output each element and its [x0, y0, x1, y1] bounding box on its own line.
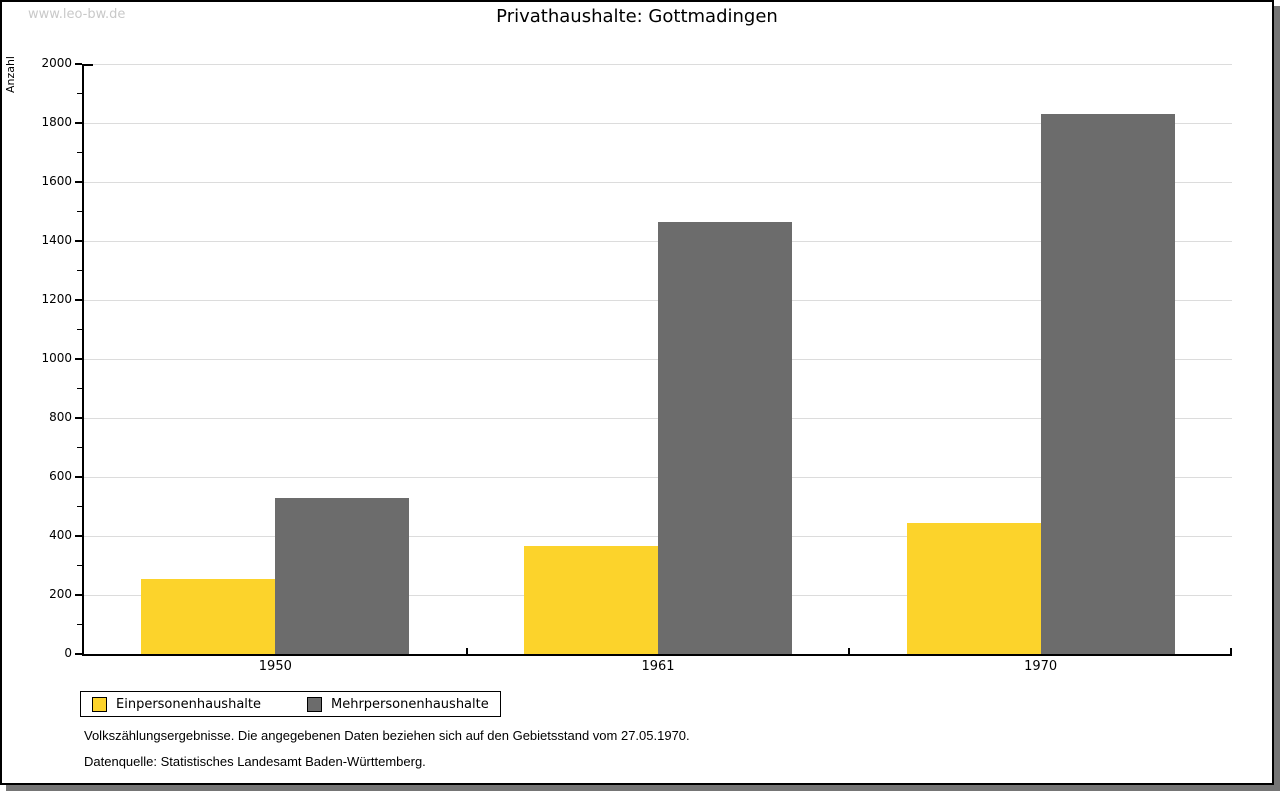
plot-area: 0 200 400 600 800 1000 1200 1400 1600 1800 2000 195…	[41, 56, 1232, 674]
y-minor-tick-1700	[77, 151, 82, 154]
y-major-tick-400	[75, 535, 82, 537]
chart-title: Privathaushalte: Gottmadingen	[496, 6, 778, 27]
y-minor-tick-500	[77, 505, 82, 508]
y-tick-label-1800: 1800	[41, 115, 72, 129]
bar-mehrpersonenhaushalte-1950	[275, 497, 410, 654]
y-minor-tick-1100	[77, 328, 82, 331]
legend-item-mehrpersonenhaushalte: Mehrpersonenhaushalte	[307, 696, 489, 712]
legend: Einpersonenhaushalte Mehrpersonenhaushal…	[80, 691, 501, 717]
x-boundary-tick-right	[1230, 648, 1232, 654]
y-axis-line	[82, 64, 84, 656]
y-minor-tick-300	[77, 564, 82, 567]
y-tick-label-800: 800	[49, 410, 72, 424]
bar-mehrpersonenhaushalte-1970	[1040, 114, 1175, 654]
legend-swatch-mehrpersonenhaushalte-icon	[307, 696, 322, 712]
bar-mehrpersonenhaushalte-1961	[658, 221, 792, 654]
y-minor-tick-1500	[77, 210, 82, 213]
y-tick-label-2000: 2000	[41, 56, 72, 70]
y-axis-top-cap	[84, 64, 93, 66]
x-boundary-tick-1	[465, 648, 468, 654]
y-tick-label-1200: 1200	[41, 292, 72, 306]
y-tick-label-1000: 1000	[41, 351, 72, 365]
y-major-tick-600	[75, 476, 82, 478]
y-major-tick-200	[75, 594, 82, 596]
y-major-tick-0	[75, 653, 82, 655]
y-tick-label-0: 0	[64, 646, 72, 660]
watermark: www.leo-bw.de	[28, 7, 126, 22]
y-major-tick-1200	[75, 299, 82, 301]
x-tick-label-1970: 1970	[1024, 659, 1058, 674]
gridline-1600	[84, 181, 1232, 183]
y-tick-label-200: 200	[49, 587, 72, 601]
y-major-tick-800	[75, 417, 82, 419]
bar-einpersonenhaushalte-1950	[141, 578, 276, 654]
legend-swatch-einpersonenhaushalte-icon	[92, 696, 107, 712]
x-boundary-tick-2	[848, 648, 851, 654]
y-major-tick-2000	[75, 63, 82, 65]
x-tick-label-1950: 1950	[258, 659, 292, 674]
legend-item-einpersonenhaushalte: Einpersonenhaushalte	[92, 696, 261, 712]
legend-label-mehrpersonenhaushalte: Mehrpersonenhaushalte	[331, 696, 489, 712]
bar-einpersonenhaushalte-1970	[906, 522, 1041, 654]
gridline-2000	[84, 63, 1232, 65]
y-major-tick-1600	[75, 181, 82, 183]
y-minor-tick-1300	[77, 269, 82, 272]
y-tick-label-600: 600	[49, 469, 72, 483]
x-tick-label-1961: 1961	[641, 659, 675, 674]
y-minor-tick-700	[77, 446, 82, 449]
y-tick-label-400: 400	[49, 528, 72, 542]
y-major-tick-1800	[75, 122, 82, 124]
gridline-1800	[84, 122, 1232, 124]
y-minor-tick-100	[77, 623, 82, 626]
legend-label-einpersonenhaushalte: Einpersonenhaushalte	[116, 696, 261, 712]
footnote-source: Datenquelle: Statistisches Landesamt Bad…	[84, 754, 426, 769]
y-major-tick-1400	[75, 240, 82, 242]
y-tick-label-1400: 1400	[41, 233, 72, 247]
x-axis-line	[82, 654, 1232, 656]
footnote-census: Volkszählungsergebnisse. Die angegebenen…	[84, 728, 690, 743]
y-minor-tick-1900	[77, 92, 82, 95]
bar-einpersonenhaushalte-1961	[524, 546, 658, 654]
y-minor-tick-900	[77, 387, 82, 390]
y-tick-label-1600: 1600	[41, 174, 72, 188]
y-major-tick-1000	[75, 358, 82, 360]
